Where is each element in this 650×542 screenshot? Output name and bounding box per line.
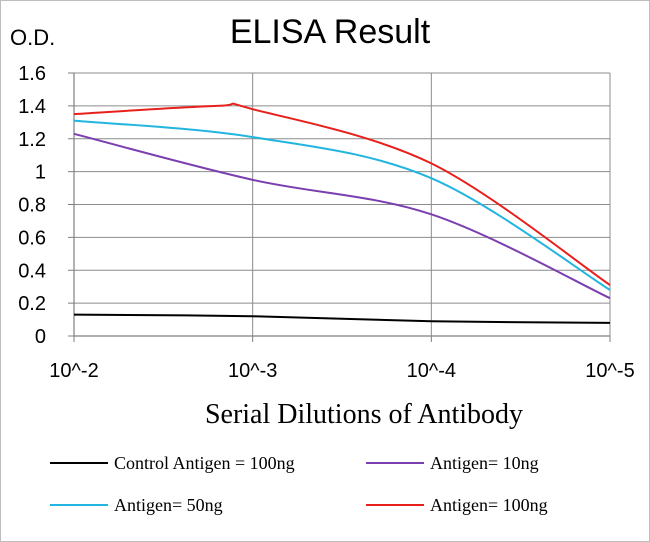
series-line-control-antigen-100ng xyxy=(73,313,611,324)
series-line-antigen-10ng xyxy=(73,132,611,300)
y-tick-label: 0.4 xyxy=(18,260,46,282)
y-tick-label: 1.2 xyxy=(18,129,46,151)
legend-label-antigen-50ng: Antigen= 50ng xyxy=(114,495,223,515)
legend-label-antigen-100ng: Antigen= 100ng xyxy=(430,495,548,515)
y-tick-label: 0.8 xyxy=(18,195,46,217)
y-axis-label: O.D. xyxy=(10,25,55,50)
series-lines xyxy=(73,102,611,324)
chart-title: ELISA Result xyxy=(230,13,431,51)
y-tick-label: 1.6 xyxy=(18,63,46,85)
y-tick-labels: 0 0.2 0.4 0.6 0.8 1 1.2 1.4 1.6 xyxy=(18,63,46,348)
x-axis-label: Serial Dilutions of Antibody xyxy=(205,399,523,430)
series-line-antigen-50ng xyxy=(73,119,611,291)
axes xyxy=(68,72,611,342)
y-tick-label: 0.6 xyxy=(18,227,46,249)
x-tick-labels: 10^-2 10^-3 10^-4 10^-5 xyxy=(49,360,634,382)
series-line-antigen-100ng xyxy=(73,102,611,286)
x-tick-label: 10^-3 xyxy=(228,360,277,382)
x-tick-label: 10^-4 xyxy=(407,360,456,382)
legend-label-control-antigen-100ng: Control Antigen = 100ng xyxy=(114,453,295,473)
y-tick-label: 0 xyxy=(35,326,46,348)
x-tick-label: 10^-2 xyxy=(49,360,98,382)
y-tick-label: 0.2 xyxy=(18,293,46,315)
y-tick-label: 1.4 xyxy=(18,96,46,118)
y-tick-label: 1 xyxy=(35,162,46,184)
x-tick-label: 10^-5 xyxy=(585,360,634,382)
grid xyxy=(74,72,611,336)
legend: Control Antigen = 100ng Antigen= 10ng Anti… xyxy=(50,453,548,515)
legend-label-antigen-10ng: Antigen= 10ng xyxy=(430,453,539,473)
